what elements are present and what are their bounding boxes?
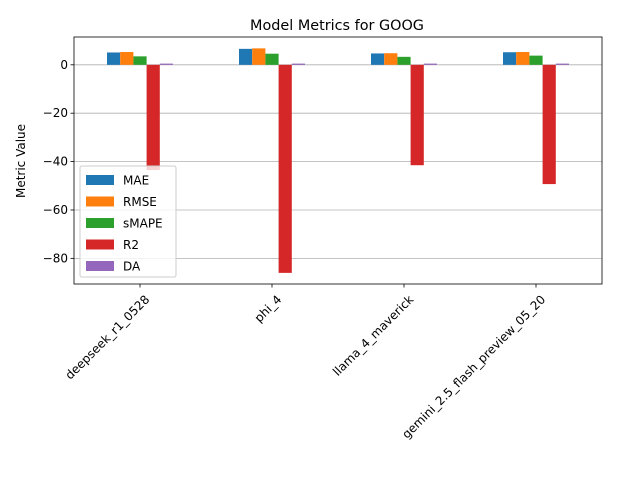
bar-smape [397,56,411,65]
y-tick-label: −80 [43,251,68,265]
bar-mae [239,48,253,65]
bar-r2 [542,64,556,185]
bar-smape [265,53,279,65]
legend-swatch [86,218,114,228]
bar-smape [529,55,543,65]
bar-rmse [516,51,530,65]
bar-da [159,63,173,65]
chart-title: Model Metrics for GOOG [250,18,424,34]
y-tick-label: −20 [43,106,68,120]
bar-r2 [146,64,160,171]
bar-mae [107,52,121,65]
legend-label: DA [123,260,141,274]
bar-da [555,63,569,65]
legend-label: R2 [123,238,139,252]
legend-swatch [86,175,114,185]
legend-swatch [86,196,114,207]
bar-mae [371,53,385,65]
bar-rmse [384,53,398,65]
legend-swatch [86,261,114,271]
y-tick-label: −40 [43,155,68,169]
bar-smape [133,56,147,65]
y-tick-label: −60 [43,203,68,217]
bar-da [423,63,437,65]
legend-label: MAE [123,174,149,188]
legend-label: sMAPE [123,217,163,231]
legend: MAE RMSE sMAPE R2 DA [79,165,177,278]
bars [107,48,569,273]
bar-r2 [410,64,424,166]
bar-mae [503,52,517,65]
y-tick-label: 0 [60,58,68,72]
plot-frame [73,36,603,285]
bar-r2 [278,64,292,273]
y-axis-label: Metric Value [14,124,28,198]
bar-rmse [120,51,134,65]
bar-da [291,63,305,65]
legend-label: RMSE [123,195,157,209]
bar-rmse [252,48,266,65]
y-axis-ticks: 0 −20 −40 −60 −80 [43,58,74,265]
legend-swatch [86,239,114,250]
